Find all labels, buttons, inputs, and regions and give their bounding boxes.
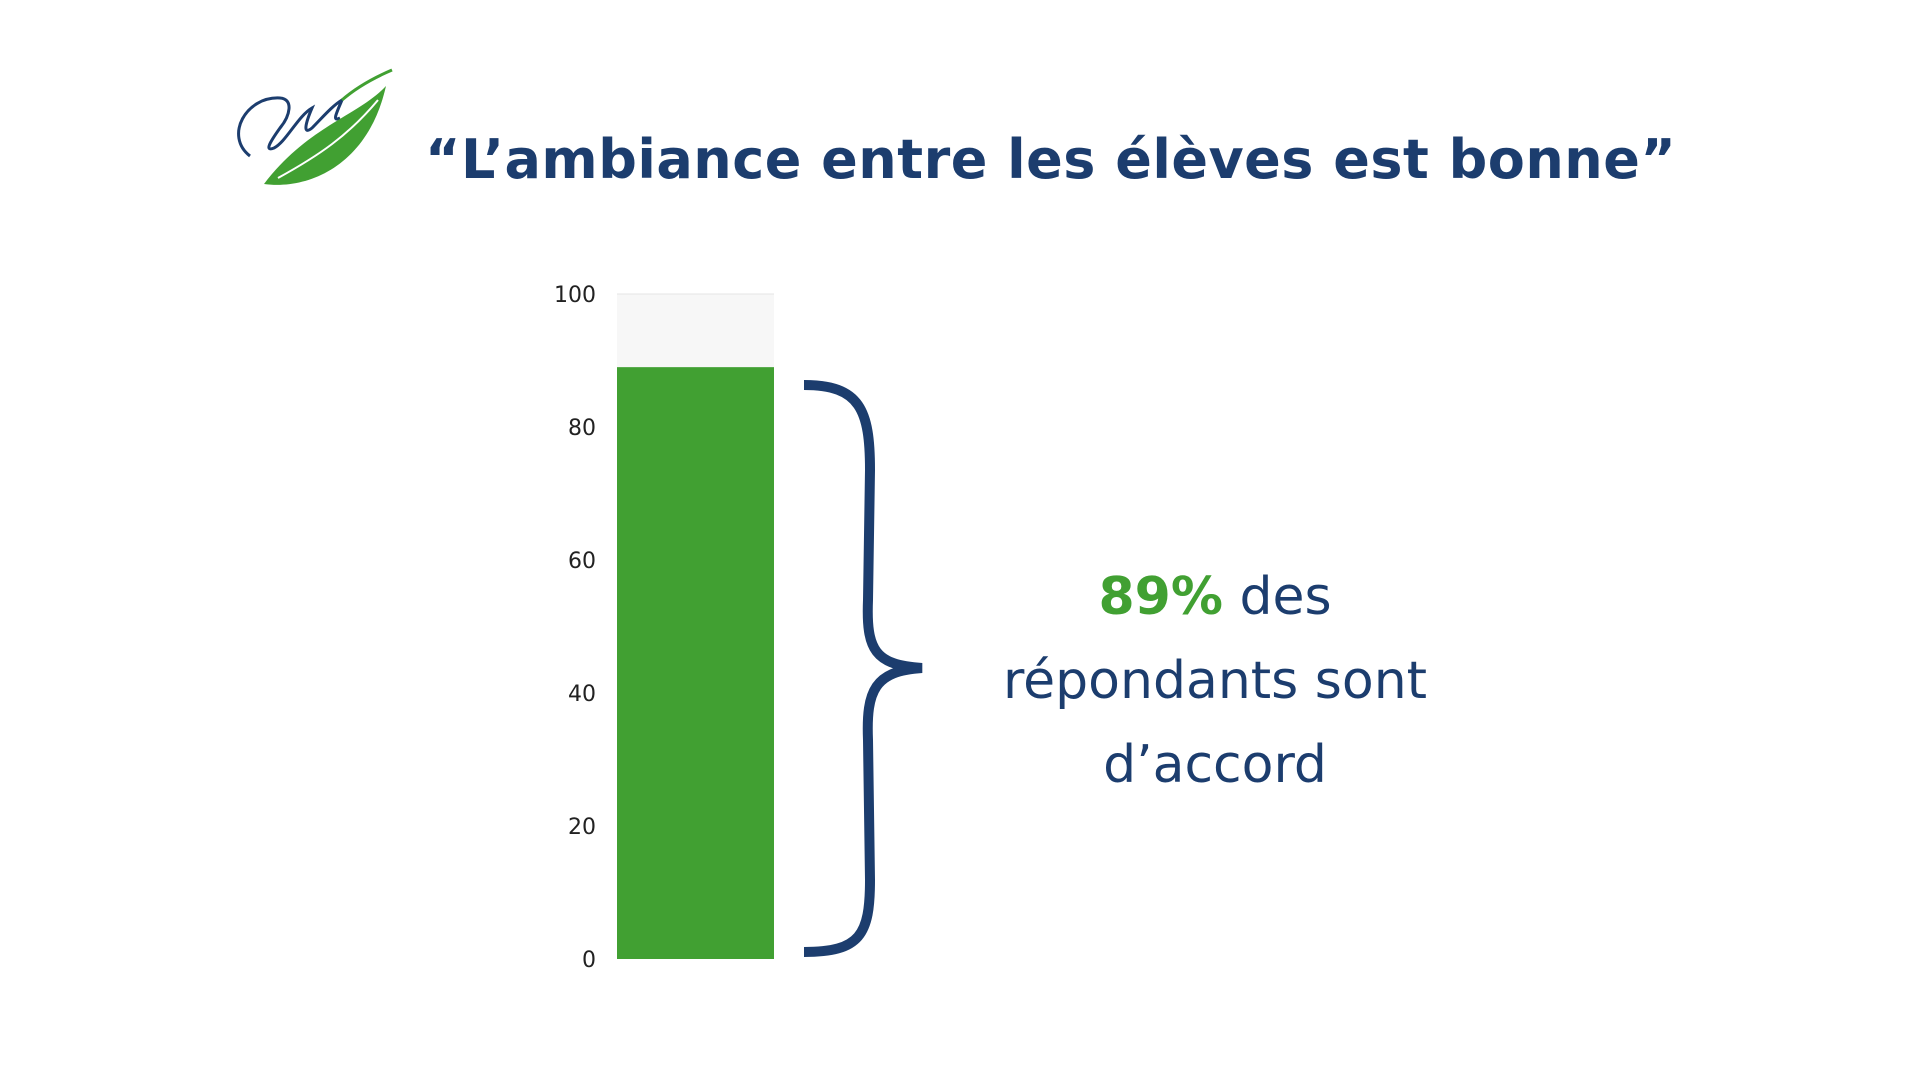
y-tick-label-5: 100 — [554, 283, 596, 308]
summary-line-2: répondants sont — [1002, 651, 1428, 711]
logo — [237, 68, 393, 185]
bar-0 — [617, 367, 774, 959]
percent-value: 89% — [1098, 567, 1223, 627]
y-tick-label-0: 0 — [582, 948, 596, 973]
curly-brace — [803, 380, 923, 957]
page-title: “L’ambiance entre les élèves est bonne” — [425, 128, 1677, 191]
y-tick-label-3: 60 — [568, 549, 596, 574]
summary-line-1: 89% des — [955, 555, 1475, 639]
y-tick-label-1: 20 — [568, 815, 596, 840]
y-tick-label-2: 40 — [568, 682, 596, 707]
summary-line-1-rest: des — [1222, 567, 1332, 627]
summary-line-3: d’accord — [1103, 735, 1327, 795]
summary-annotation: 89% des répondants sont d’accord — [955, 555, 1475, 807]
y-tick-label-4: 80 — [568, 416, 596, 441]
